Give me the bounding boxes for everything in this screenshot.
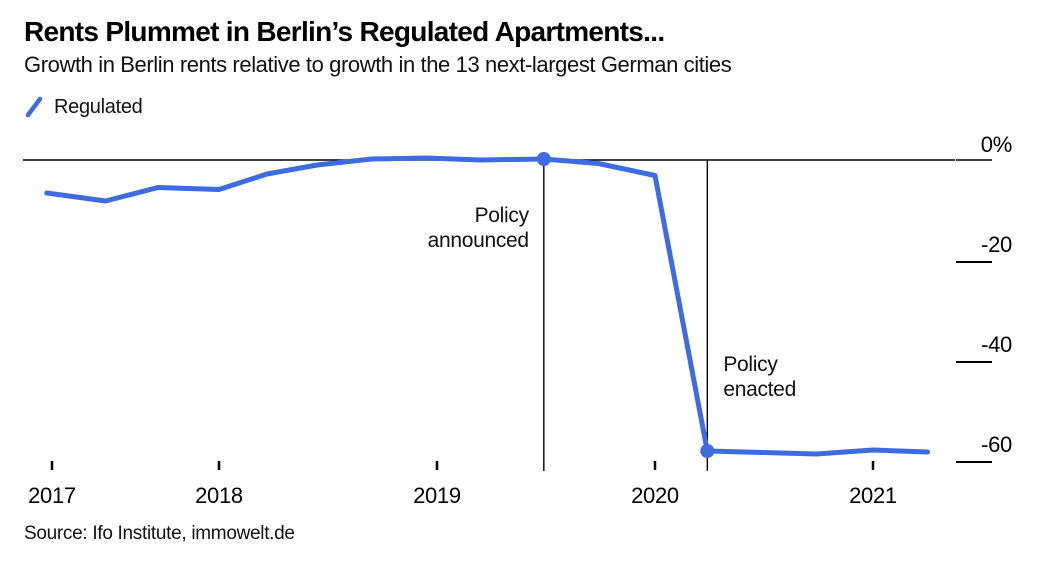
policy-announced-label: Policy xyxy=(475,204,530,227)
policy-announced-label: announced xyxy=(428,229,529,252)
regulated-series-line xyxy=(44,155,930,457)
y-tick-label: -20 xyxy=(981,232,1012,257)
x-tick-label: 2021 xyxy=(849,483,897,508)
y-tick-label: 0% xyxy=(981,132,1012,157)
source-note: Source: Ifo Institute, immowelt.de xyxy=(24,523,295,544)
y-tick-label: -40 xyxy=(981,332,1012,357)
data-point-marker xyxy=(536,152,551,166)
chart-subtitle: Growth in Berlin rents relative to growt… xyxy=(24,52,732,77)
regulated-line-swatch-icon xyxy=(25,95,43,119)
x-tick-label: 2019 xyxy=(413,483,461,508)
data-point-marker xyxy=(700,444,715,458)
x-tick-label: 2017 xyxy=(28,483,76,508)
x-tick-label: 2018 xyxy=(195,483,243,508)
legend: Regulated xyxy=(25,95,143,119)
legend-label-regulated: Regulated xyxy=(54,95,143,118)
y-tick-label: -60 xyxy=(981,432,1012,457)
policy-enacted-label: enacted xyxy=(723,378,796,401)
policy-enacted-label: Policy xyxy=(723,353,778,376)
chart-title: Rents Plummet in Berlin’s Regulated Apar… xyxy=(24,16,665,47)
x-tick-label: 2020 xyxy=(631,483,679,508)
